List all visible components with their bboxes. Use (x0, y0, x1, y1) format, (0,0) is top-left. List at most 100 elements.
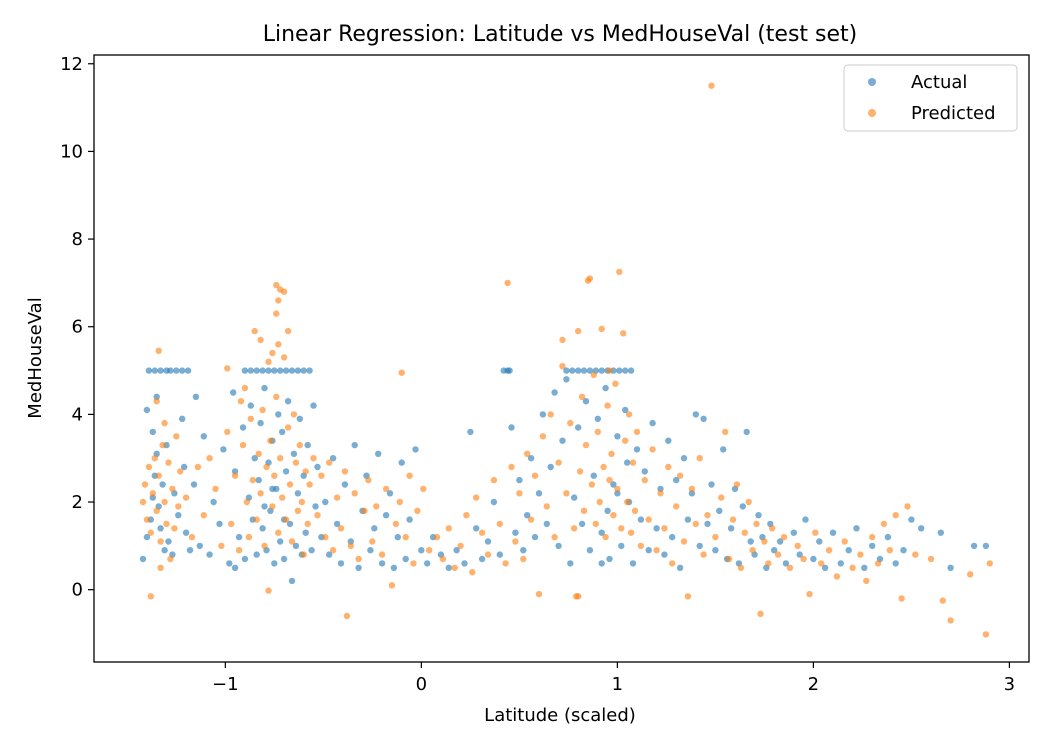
point-predicted (769, 525, 776, 532)
point-predicted (188, 533, 196, 541)
point-actual (302, 529, 309, 536)
point-actual (937, 529, 944, 536)
point-actual (669, 533, 676, 541)
point-actual (892, 560, 899, 567)
point-actual (251, 455, 258, 462)
point-actual (143, 533, 151, 541)
point-predicted (300, 551, 307, 558)
point-actual (282, 468, 290, 475)
point-actual (333, 520, 341, 528)
point-predicted (275, 529, 282, 536)
point-predicted (163, 520, 170, 528)
point-predicted (614, 485, 621, 493)
point-actual (259, 525, 266, 532)
point-actual (569, 367, 576, 374)
point-predicted (559, 363, 566, 370)
x-tick-label: 1 (612, 674, 623, 695)
point-predicted (745, 498, 752, 506)
point-predicted (680, 538, 688, 545)
point-predicted (469, 569, 476, 576)
point-actual (284, 398, 292, 405)
point-actual (506, 367, 513, 374)
point-predicted (765, 560, 772, 567)
point-actual (688, 490, 696, 497)
point-predicted (253, 516, 260, 523)
point-actual (578, 520, 586, 528)
point-actual (288, 367, 296, 374)
point-actual (247, 402, 254, 409)
point-actual (261, 384, 268, 392)
point-predicted (586, 275, 594, 282)
point-predicted (271, 472, 278, 479)
point-actual (275, 411, 282, 418)
point-predicted (351, 490, 358, 497)
point-actual (179, 367, 186, 374)
point-predicted (645, 516, 652, 523)
point-actual (618, 542, 625, 550)
point-actual (676, 564, 684, 571)
point-actual (200, 433, 207, 440)
x-tick-label: 2 (808, 674, 819, 695)
point-predicted (302, 468, 309, 475)
point-actual (524, 512, 531, 519)
point-actual (816, 538, 823, 545)
point-actual (165, 538, 172, 545)
point-actual (586, 367, 594, 374)
point-predicted (478, 529, 486, 536)
point-actual (614, 490, 621, 497)
point-actual (241, 555, 249, 563)
point-actual (837, 560, 844, 567)
point-actual (226, 560, 233, 567)
point-predicted (676, 472, 684, 479)
point-predicted (296, 441, 303, 449)
point-predicted (173, 433, 180, 440)
point-actual (716, 507, 723, 514)
point-predicted (157, 538, 164, 545)
point-actual (982, 542, 990, 550)
point-actual (657, 485, 664, 493)
points-layer (139, 82, 993, 638)
point-predicted (598, 325, 605, 333)
point-predicted (406, 472, 413, 479)
point-actual (853, 525, 860, 532)
point-actual (539, 411, 547, 418)
point-predicted (159, 441, 166, 449)
point-actual (337, 560, 345, 567)
point-predicted (712, 533, 719, 541)
point-actual (627, 367, 635, 374)
point-predicted (420, 485, 427, 493)
point-predicted (527, 516, 535, 523)
point-predicted (257, 490, 264, 497)
point-predicted (490, 476, 498, 484)
point-actual (145, 367, 153, 374)
point-predicted (700, 551, 707, 558)
point-predicted (512, 538, 519, 545)
point-predicted (741, 529, 748, 536)
point-predicted (337, 525, 345, 532)
point-actual (478, 555, 486, 563)
point-actual (241, 367, 249, 374)
point-predicted (463, 512, 470, 519)
point-actual (382, 512, 390, 519)
point-predicted (273, 393, 280, 400)
point-predicted (269, 503, 276, 510)
point-actual (665, 437, 672, 444)
point-predicted (396, 498, 403, 506)
point-actual (157, 367, 164, 374)
point-predicted (171, 525, 178, 532)
point-predicted (551, 533, 558, 541)
point-predicted (224, 428, 231, 436)
point-predicted (347, 542, 354, 550)
point-predicted (282, 516, 290, 523)
point-predicted (277, 455, 284, 462)
point-predicted (610, 512, 617, 519)
point-predicted (306, 481, 313, 488)
point-actual (153, 393, 160, 400)
y-tick-label: 2 (72, 492, 83, 513)
point-actual (418, 547, 425, 554)
point-predicted (151, 455, 158, 462)
point-predicted (774, 551, 782, 558)
point-actual (727, 525, 735, 532)
point-predicted (273, 310, 280, 317)
point-predicted (722, 428, 729, 436)
